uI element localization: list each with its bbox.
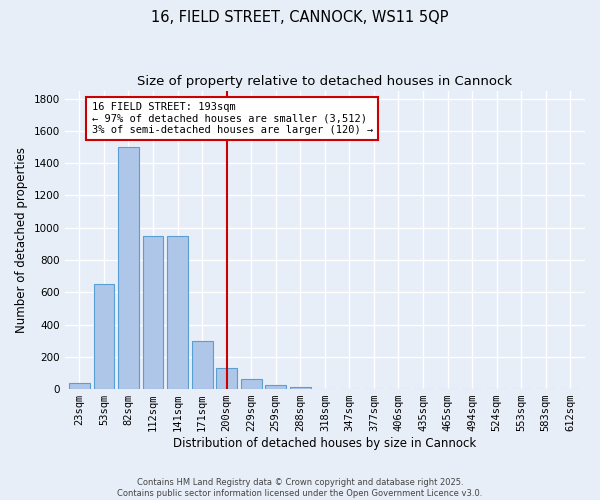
X-axis label: Distribution of detached houses by size in Cannock: Distribution of detached houses by size … [173, 437, 476, 450]
Y-axis label: Number of detached properties: Number of detached properties [15, 147, 28, 333]
Text: 16, FIELD STREET, CANNOCK, WS11 5QP: 16, FIELD STREET, CANNOCK, WS11 5QP [151, 10, 449, 25]
Bar [191, 342, 212, 389]
Bar [143, 236, 163, 389]
Bar [69, 382, 90, 389]
Text: 16 FIELD STREET: 193sqm
← 97% of detached houses are smaller (3,512)
3% of semi-: 16 FIELD STREET: 193sqm ← 97% of detache… [92, 102, 373, 135]
Bar [290, 388, 311, 389]
Bar [94, 284, 115, 389]
Bar [216, 368, 237, 389]
Bar [265, 385, 286, 389]
Title: Size of property relative to detached houses in Cannock: Size of property relative to detached ho… [137, 75, 512, 88]
Bar [167, 236, 188, 389]
Text: Contains HM Land Registry data © Crown copyright and database right 2025.
Contai: Contains HM Land Registry data © Crown c… [118, 478, 482, 498]
Bar [118, 147, 139, 389]
Bar [241, 378, 262, 389]
